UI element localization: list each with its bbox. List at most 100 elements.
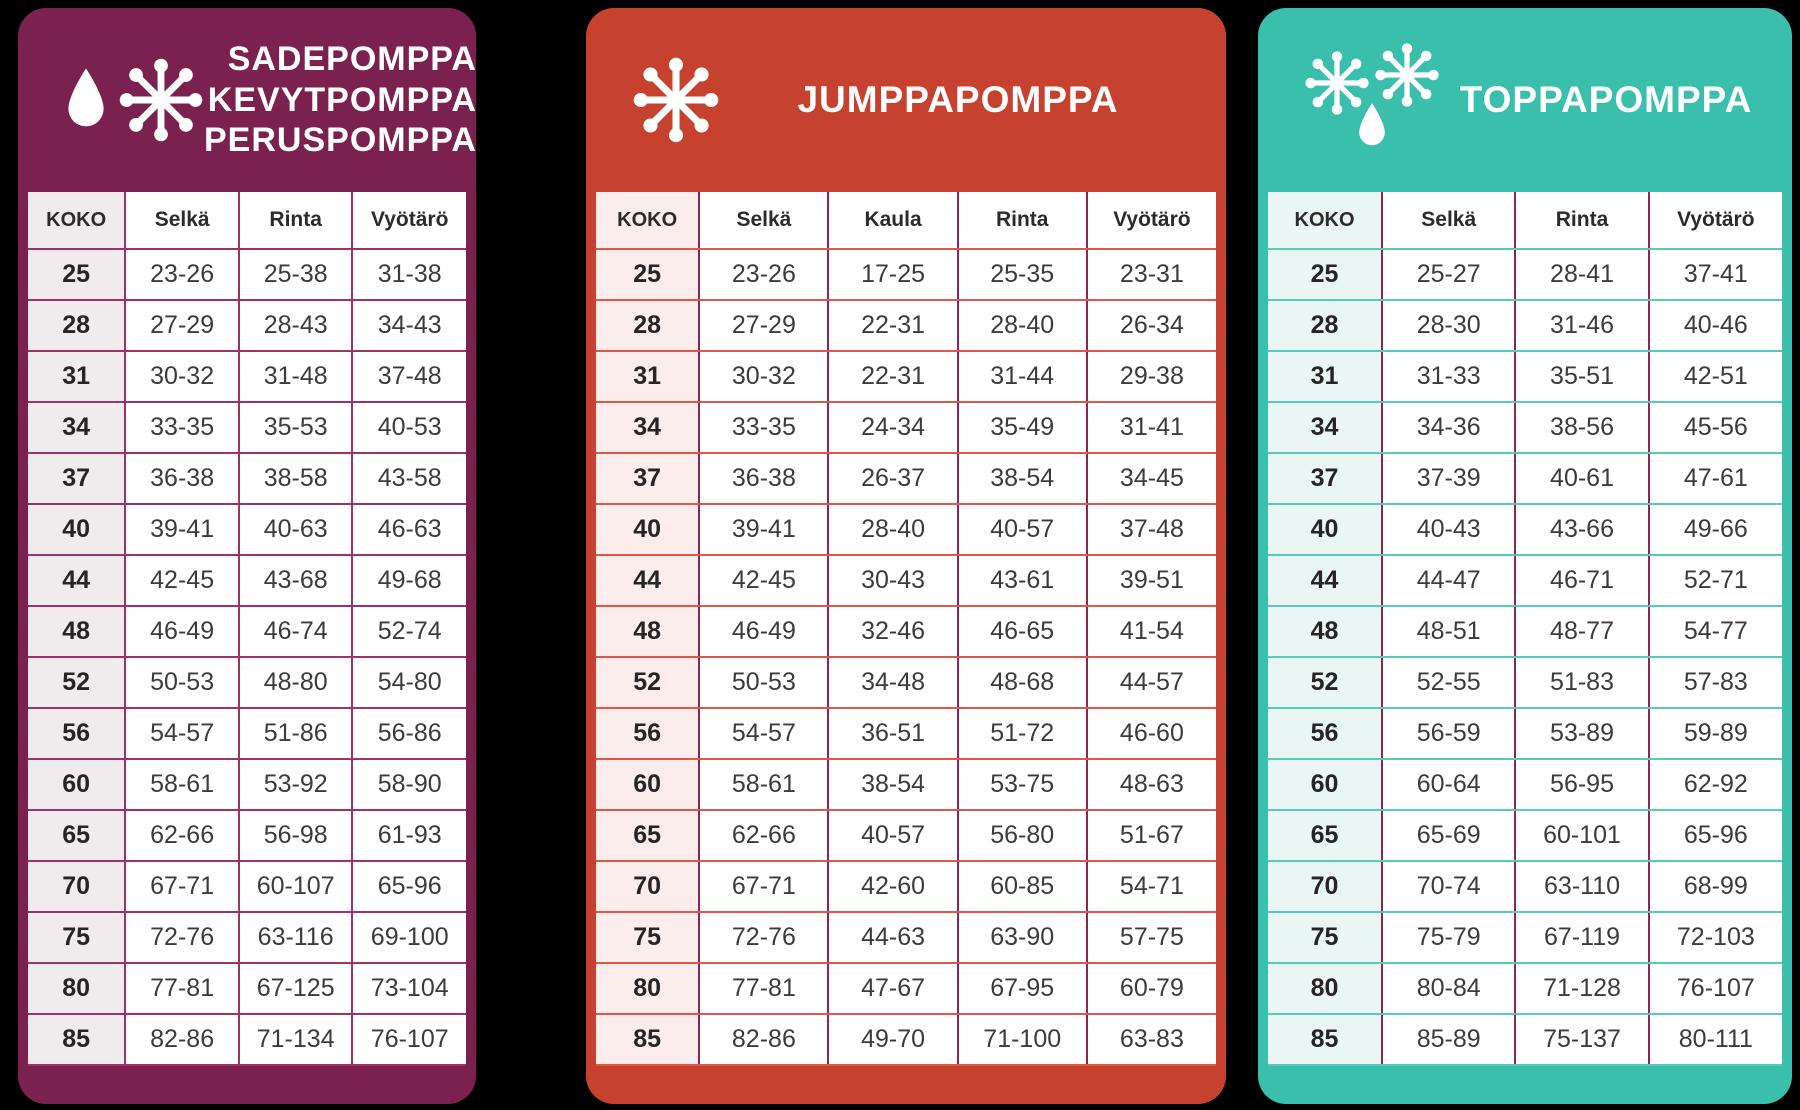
measurement-cell: 31-44 (956, 351, 1087, 403)
size-cell: 40 (596, 504, 700, 556)
size-table: KOKO Selkä Kaula Rinta Vyötärö 25 23-26 17-25 2… (596, 192, 1216, 1066)
measurement-cell: 58-61 (124, 759, 239, 811)
measurement-cell: 49-68 (351, 555, 466, 607)
size-row: 70 70-74 63-110 68-99 (1268, 861, 1782, 913)
size-cell: 65 (28, 810, 126, 862)
measurement-cell: 63-110 (1514, 861, 1649, 913)
measurement-cell: 31-33 (1381, 351, 1516, 403)
measurement-cell: 42-45 (698, 555, 829, 607)
size-table: KOKO Selkä Rinta Vyötärö 25 25-27 28-41 37-41 2… (1268, 192, 1782, 1066)
size-row: 37 36-38 38-58 43-58 (28, 453, 466, 505)
size-cell: 60 (28, 759, 126, 811)
size-cell: 48 (28, 606, 126, 658)
size-row: 48 48-51 48-77 54-77 (1268, 606, 1782, 658)
size-table-wrap: KOKO Selkä Kaula Rinta Vyötärö 25 23-26 17-25 2… (586, 192, 1226, 1066)
measurement-cell: 46-74 (237, 606, 353, 658)
measurement-cell: 34-43 (351, 300, 466, 352)
size-row: 52 50-53 34-48 48-68 44-57 (596, 657, 1216, 709)
measurement-cell: 41-54 (1085, 606, 1216, 658)
size-row: 60 58-61 38-54 53-75 48-63 (596, 759, 1216, 811)
size-row: 34 33-35 24-34 35-49 31-41 (596, 402, 1216, 454)
measurement-cell: 51-67 (1085, 810, 1216, 862)
measurement-cell: 46-65 (956, 606, 1087, 658)
size-cell: 75 (596, 912, 700, 964)
size-row: 80 80-84 71-128 76-107 (1268, 963, 1782, 1015)
measurement-cell: 27-29 (698, 300, 829, 352)
measurement-cell: 76-107 (1647, 963, 1782, 1015)
measurement-cell: 17-25 (827, 249, 958, 301)
panel-title-line: TOPPAPOMPPA (1459, 78, 1753, 120)
header-row: KOKO Selkä Rinta Vyötärö (1268, 192, 1782, 250)
measurement-cell: 28-40 (827, 504, 958, 556)
measurement-cell: 26-37 (827, 453, 958, 505)
size-row: 40 40-43 43-66 49-66 (1268, 504, 1782, 556)
size-cell: 28 (596, 300, 700, 352)
measurement-cell: 48-77 (1514, 606, 1649, 658)
size-row: 44 44-47 46-71 52-71 (1268, 555, 1782, 607)
header-row: KOKO Selkä Kaula Rinta Vyötärö (596, 192, 1216, 250)
measurement-cell: 34-45 (1085, 453, 1216, 505)
measurement-cell: 48-68 (956, 657, 1087, 709)
measurement-cell: 47-61 (1647, 453, 1782, 505)
measurement-cell: 46-60 (1085, 708, 1216, 760)
measurement-cell: 38-54 (827, 759, 958, 811)
measurement-cell: 46-49 (698, 606, 829, 658)
size-row: 34 34-36 38-56 45-56 (1268, 402, 1782, 454)
measurement-cell: 60-79 (1085, 963, 1216, 1015)
measurement-cell: 40-46 (1647, 300, 1782, 352)
size-row: 70 67-71 42-60 60-85 54-71 (596, 861, 1216, 913)
measurement-cell: 27-29 (124, 300, 239, 352)
size-cell: 34 (1268, 402, 1383, 454)
measurement-cell: 54-80 (351, 657, 466, 709)
panel-header: TOPPAPOMPPA (1258, 8, 1792, 192)
measurement-cell: 51-72 (956, 708, 1087, 760)
measurement-cell: 35-49 (956, 402, 1087, 454)
column-header-rinta: Rinta (956, 192, 1087, 250)
measurement-cell: 23-26 (698, 249, 829, 301)
size-cell: 75 (28, 912, 126, 964)
size-cell: 31 (596, 351, 700, 403)
size-cell: 37 (596, 453, 700, 505)
measurement-cell: 62-66 (698, 810, 829, 862)
measurement-cell: 54-57 (124, 708, 239, 760)
size-cell: 37 (28, 453, 126, 505)
size-cell: 60 (1268, 759, 1383, 811)
size-row: 25 23-26 17-25 25-35 23-31 (596, 249, 1216, 301)
measurement-cell: 42-45 (124, 555, 239, 607)
column-header-kaula: Kaula (827, 192, 958, 250)
measurement-cell: 43-58 (351, 453, 466, 505)
measurement-cell: 43-68 (237, 555, 353, 607)
size-row: 25 25-27 28-41 37-41 (1268, 249, 1782, 301)
measurement-cell: 25-38 (237, 249, 353, 301)
droplet-icon (1359, 103, 1385, 146)
measurement-cell: 56-95 (1514, 759, 1649, 811)
measurement-cell: 56-80 (956, 810, 1087, 862)
measurement-cell: 43-61 (956, 555, 1087, 607)
column-header-koko: KOKO (1268, 192, 1383, 250)
size-cell: 52 (1268, 657, 1383, 709)
droplet-icon (68, 68, 104, 127)
measurement-cell: 82-86 (698, 1014, 829, 1066)
measurement-cell: 30-43 (827, 555, 958, 607)
measurement-cell: 48-51 (1381, 606, 1516, 658)
measurement-cell: 53-75 (956, 759, 1087, 811)
measurement-cell: 51-86 (237, 708, 353, 760)
measurement-cell: 53-89 (1514, 708, 1649, 760)
measurement-cell: 62-92 (1647, 759, 1782, 811)
measurement-cell: 56-86 (351, 708, 466, 760)
size-cell: 75 (1268, 912, 1383, 964)
measurement-cell: 32-46 (827, 606, 958, 658)
measurement-cell: 29-38 (1085, 351, 1216, 403)
measurement-cell: 25-27 (1381, 249, 1516, 301)
size-cell: 44 (28, 555, 126, 607)
size-cell: 31 (1268, 351, 1383, 403)
size-cell: 40 (28, 504, 126, 556)
measurement-cell: 71-134 (237, 1014, 353, 1066)
measurement-cell: 71-128 (1514, 963, 1649, 1015)
measurement-cell: 35-51 (1514, 351, 1649, 403)
size-row: 75 72-76 63-116 69-100 (28, 912, 466, 964)
size-cell: 85 (1268, 1014, 1383, 1066)
measurement-cell: 46-49 (124, 606, 239, 658)
measurement-cell: 50-53 (124, 657, 239, 709)
